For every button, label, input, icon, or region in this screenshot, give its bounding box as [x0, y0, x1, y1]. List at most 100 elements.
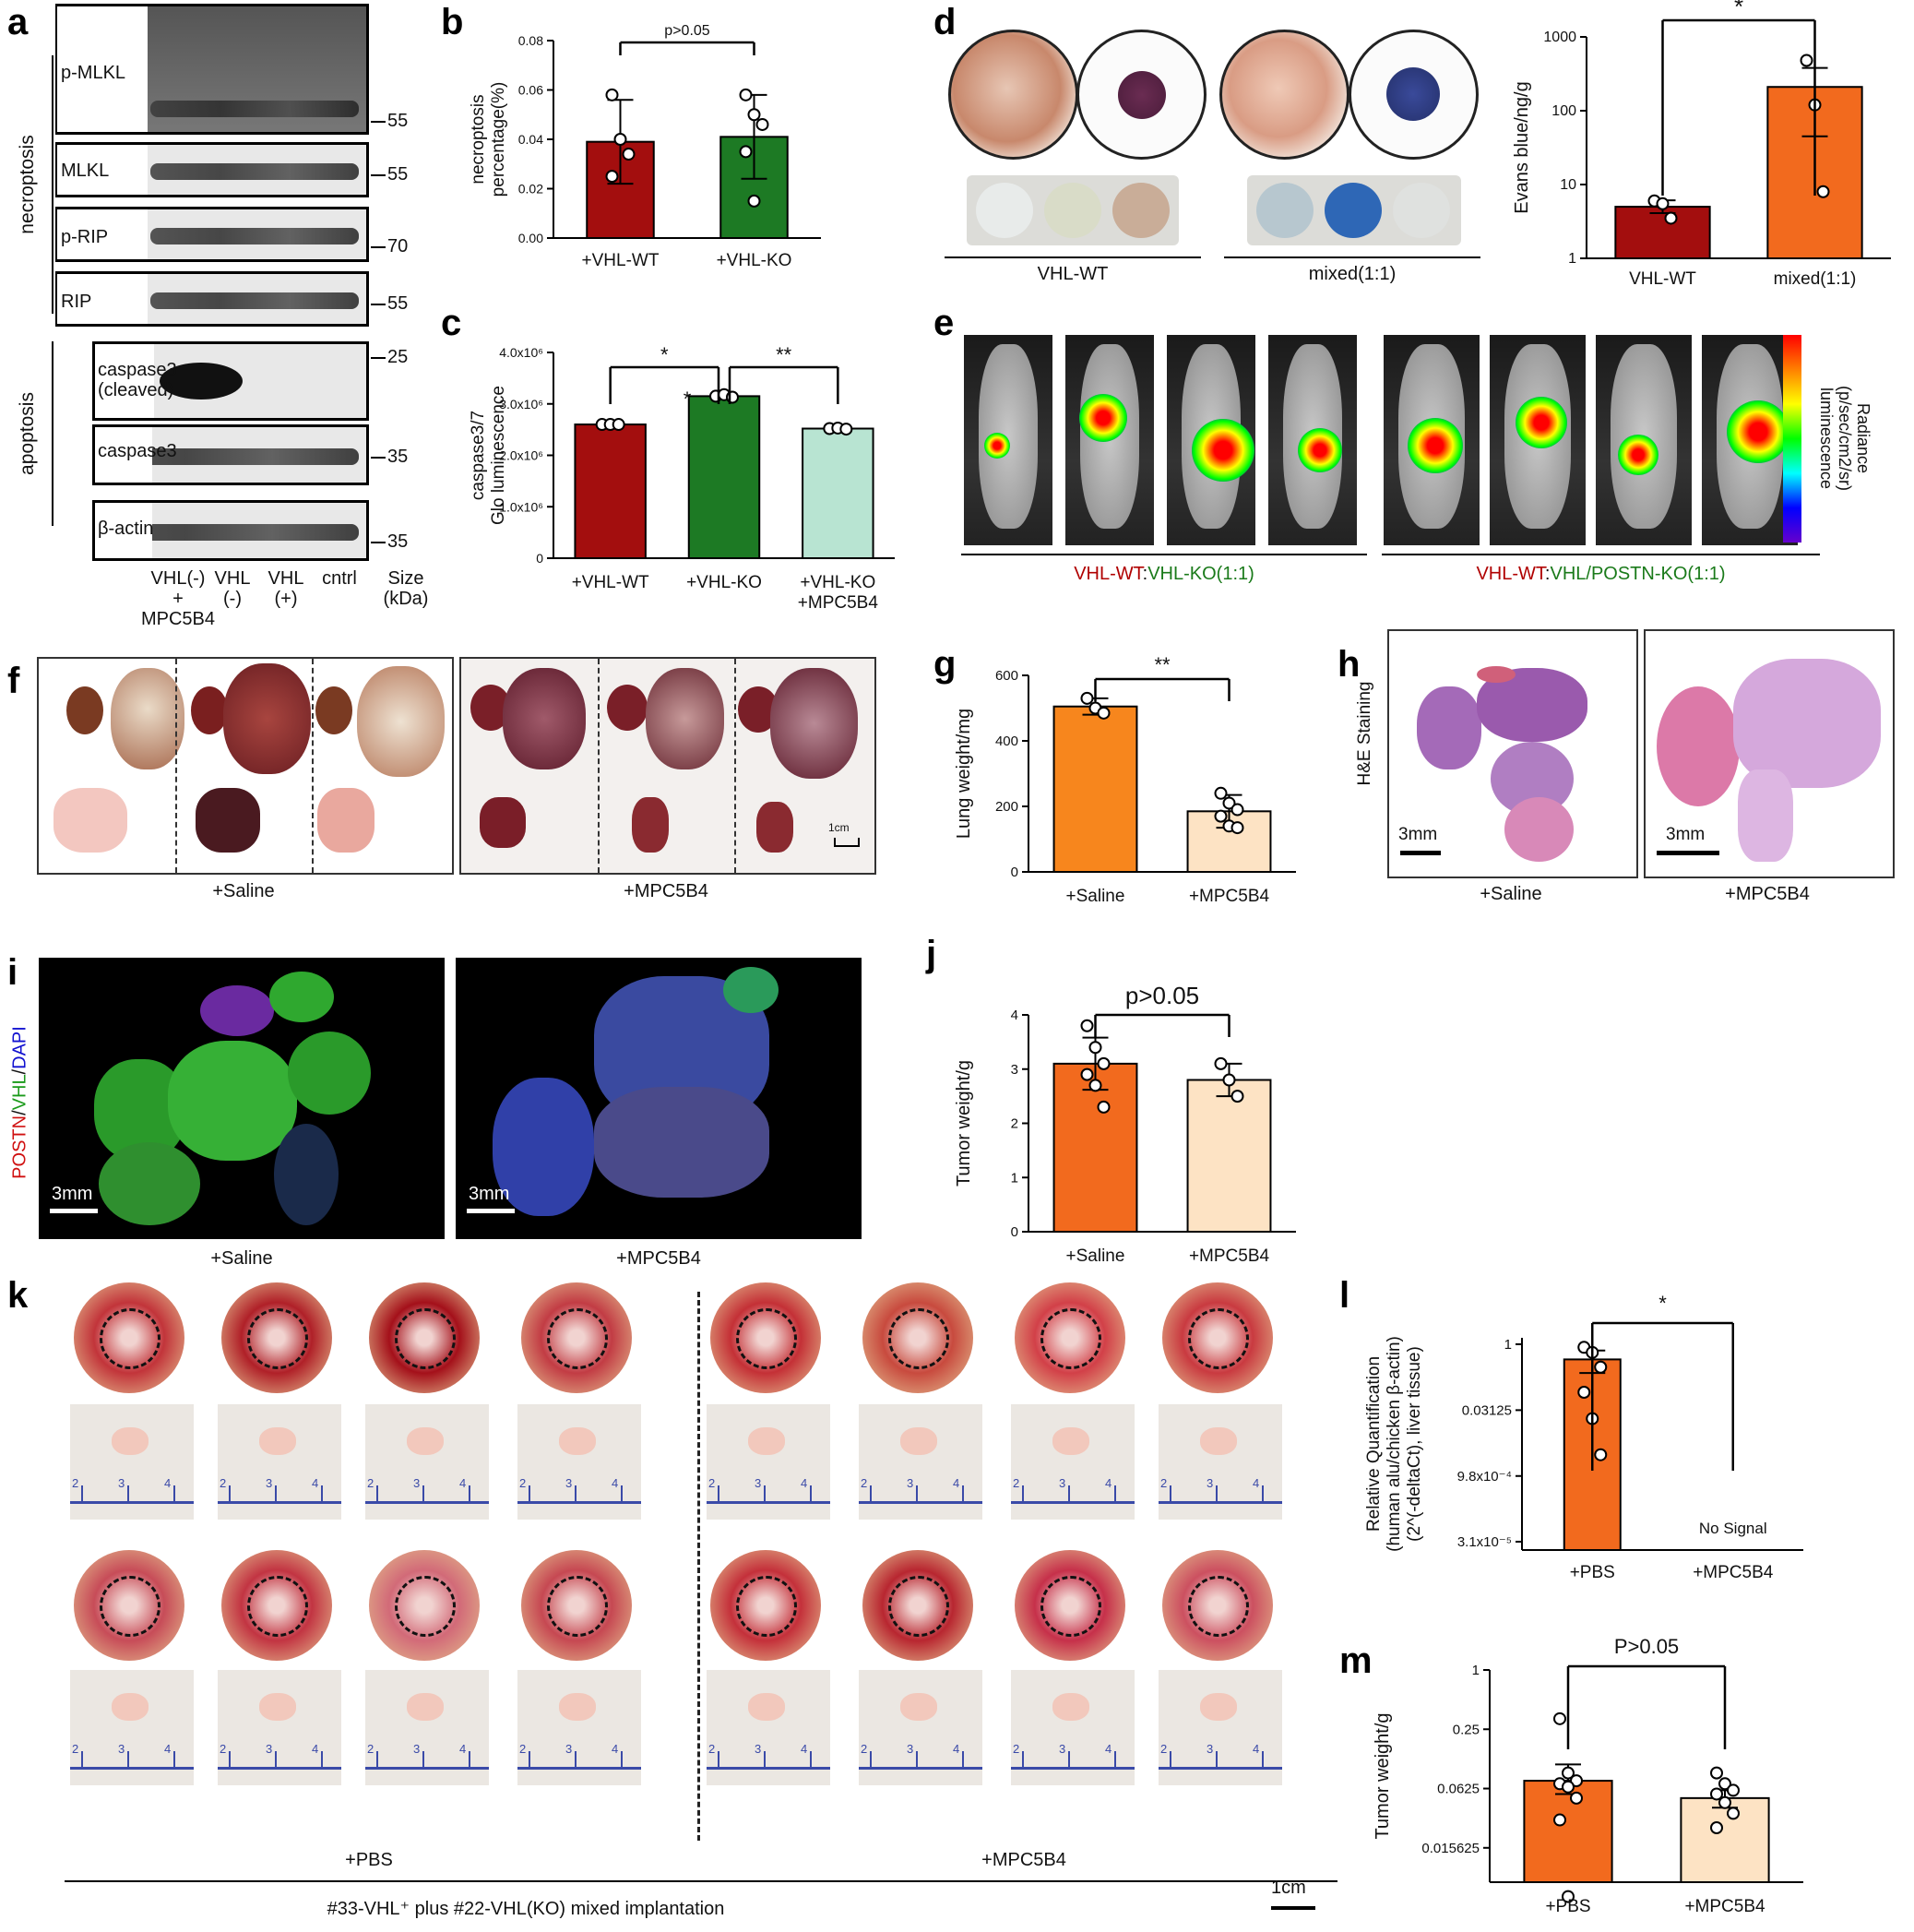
data-point: [747, 108, 761, 122]
data-point: [1727, 1783, 1740, 1797]
blot-label: caspase3: [98, 441, 177, 461]
data-point: [1710, 1820, 1723, 1834]
panel-f-lungs: 1cm +Saline +MPC5B4: [37, 657, 922, 906]
blot-band: [150, 228, 359, 244]
k-group-pbs: +PBS: [345, 1850, 393, 1870]
blot-size-label: 55: [387, 164, 409, 185]
wells-mixed: [1247, 175, 1461, 245]
mouse-image: [1268, 335, 1357, 545]
cam-egg-image: [521, 1550, 632, 1661]
ruler-tick-label: 3: [755, 1742, 762, 1756]
panel-label-m: m: [1339, 1640, 1373, 1681]
k-scalebar: [1271, 1906, 1315, 1910]
y-tick-label: 0: [1011, 865, 1018, 880]
l-sig: *: [1658, 1292, 1667, 1315]
y-tick-label: 10: [1560, 177, 1576, 193]
ruler-tick-label: 2: [220, 1742, 227, 1756]
ruler-tick-label: 4: [612, 1742, 619, 1756]
c-sig-3: **: [776, 343, 792, 366]
cam-photo-mixed-1: [1219, 30, 1349, 160]
data-point: [1718, 1777, 1731, 1791]
luminescence-signal: [1298, 428, 1342, 472]
x-tick-label: VHL-WT: [1629, 269, 1696, 289]
y-tick-label: 3.0x10⁶: [499, 397, 543, 411]
panel-i-immunofluorescence: POSTN/VHL/DAPI 3mm 3mm +Saline +MPC5B4: [0, 950, 922, 1273]
data-point: [1656, 197, 1670, 210]
tumor-photo: 2 3 4: [1159, 1670, 1282, 1785]
ruler-tick-label: 3: [266, 1742, 273, 1756]
bar: [802, 427, 874, 560]
ruler-tick-label: 2: [72, 1742, 79, 1756]
blot-band: [99, 524, 359, 541]
bar: [574, 423, 647, 559]
x-tick-label: +PBS: [1570, 1563, 1615, 1582]
bar: [1186, 1079, 1272, 1233]
ruler-tick-label: 4: [953, 1476, 960, 1490]
group-line-e2: [1382, 554, 1820, 555]
k-divider: [697, 1292, 700, 1841]
luminescence-signal: [1192, 419, 1254, 482]
y-tick-label: 1: [1472, 1663, 1480, 1678]
tumor-photo: 2 3 4: [707, 1670, 830, 1785]
chart-m: 1 0.25 0.0625 0.015625 Tumor weight/g +PBS +MP…: [1373, 1635, 1803, 1916]
group-label-saline: +Saline: [212, 881, 275, 901]
apoptosis-bracket: [52, 341, 53, 526]
mouse-image: [1167, 335, 1255, 545]
blot-size-label: 35: [387, 531, 409, 552]
bar: [687, 395, 761, 559]
cam-egg-image: [862, 1282, 973, 1393]
scale-label-h2: 3mm: [1666, 825, 1706, 844]
data-point: [1710, 1766, 1723, 1780]
luminescence-signal: [1618, 435, 1658, 475]
cam-egg-image: [710, 1282, 821, 1393]
ruler-tick-label: 3: [118, 1476, 125, 1490]
x-tick-label: mixed(1:1): [1774, 269, 1857, 289]
blot-size-label: 55: [387, 293, 409, 314]
x-tick-label: +VHL-WT: [582, 251, 660, 270]
data-point: [1570, 1791, 1583, 1805]
x-tick-label: +MPC5B4: [1189, 887, 1270, 906]
data-point: [1230, 1090, 1244, 1103]
data-point: [1727, 1807, 1740, 1820]
blot-size-label: 25: [387, 347, 409, 367]
x-tick-label: +VHL-KO: [686, 573, 762, 592]
luminescence-signal: [984, 433, 1010, 459]
data-point: [1562, 1766, 1575, 1780]
ruler-tick-label: 2: [861, 1476, 868, 1490]
bar: [1680, 1796, 1770, 1883]
mpc5b4-photo-box: 1cm: [459, 657, 876, 875]
blot-band: [150, 163, 359, 180]
bar: [586, 140, 655, 239]
data-point: [1664, 211, 1678, 225]
panel-label-e: e: [933, 303, 955, 343]
cam-egg-image: [521, 1282, 632, 1393]
data-point: [613, 133, 627, 146]
mouse-image: [1065, 335, 1154, 545]
ruler-tick-label: 2: [220, 1476, 227, 1490]
ruler-tick-label: 4: [1105, 1742, 1112, 1756]
y-tick-label: 3.1x10⁻⁵: [1457, 1534, 1512, 1550]
blot-size-label: 70: [387, 236, 409, 256]
data-point: [1088, 1041, 1102, 1055]
c-sig-1: *: [660, 343, 669, 366]
data-point: [1553, 1813, 1566, 1827]
cam-egg-image: [74, 1282, 184, 1393]
x-tick-label: +MPC5B4: [1684, 1897, 1765, 1916]
tumor-photo: 2 3 4: [218, 1404, 341, 1520]
tumor-photo: 2 3 4: [365, 1670, 489, 1785]
he-group-saline: +Saline: [1480, 884, 1542, 904]
luminescence-signal: [1727, 400, 1789, 463]
y-tick-label: 1000: [1543, 30, 1576, 45]
data-point: [839, 423, 853, 436]
data-point: [1080, 1019, 1094, 1032]
bar: [1614, 206, 1711, 259]
apoptosis-label: apoptosis: [17, 392, 38, 475]
chart-g: 0 200 400 600 Lung weight/mg +Saline +MPC5B4 **: [954, 653, 1296, 906]
panel-label-k: k: [7, 1275, 29, 1316]
y-tick-label: 0.0625: [1437, 1782, 1480, 1797]
he-saline-image: 3mm: [1387, 629, 1638, 878]
blot-band: [150, 101, 359, 117]
y-tick-label: 0.015625: [1421, 1841, 1480, 1856]
k-caption-line: [65, 1880, 1337, 1882]
data-point: [1097, 1100, 1111, 1114]
